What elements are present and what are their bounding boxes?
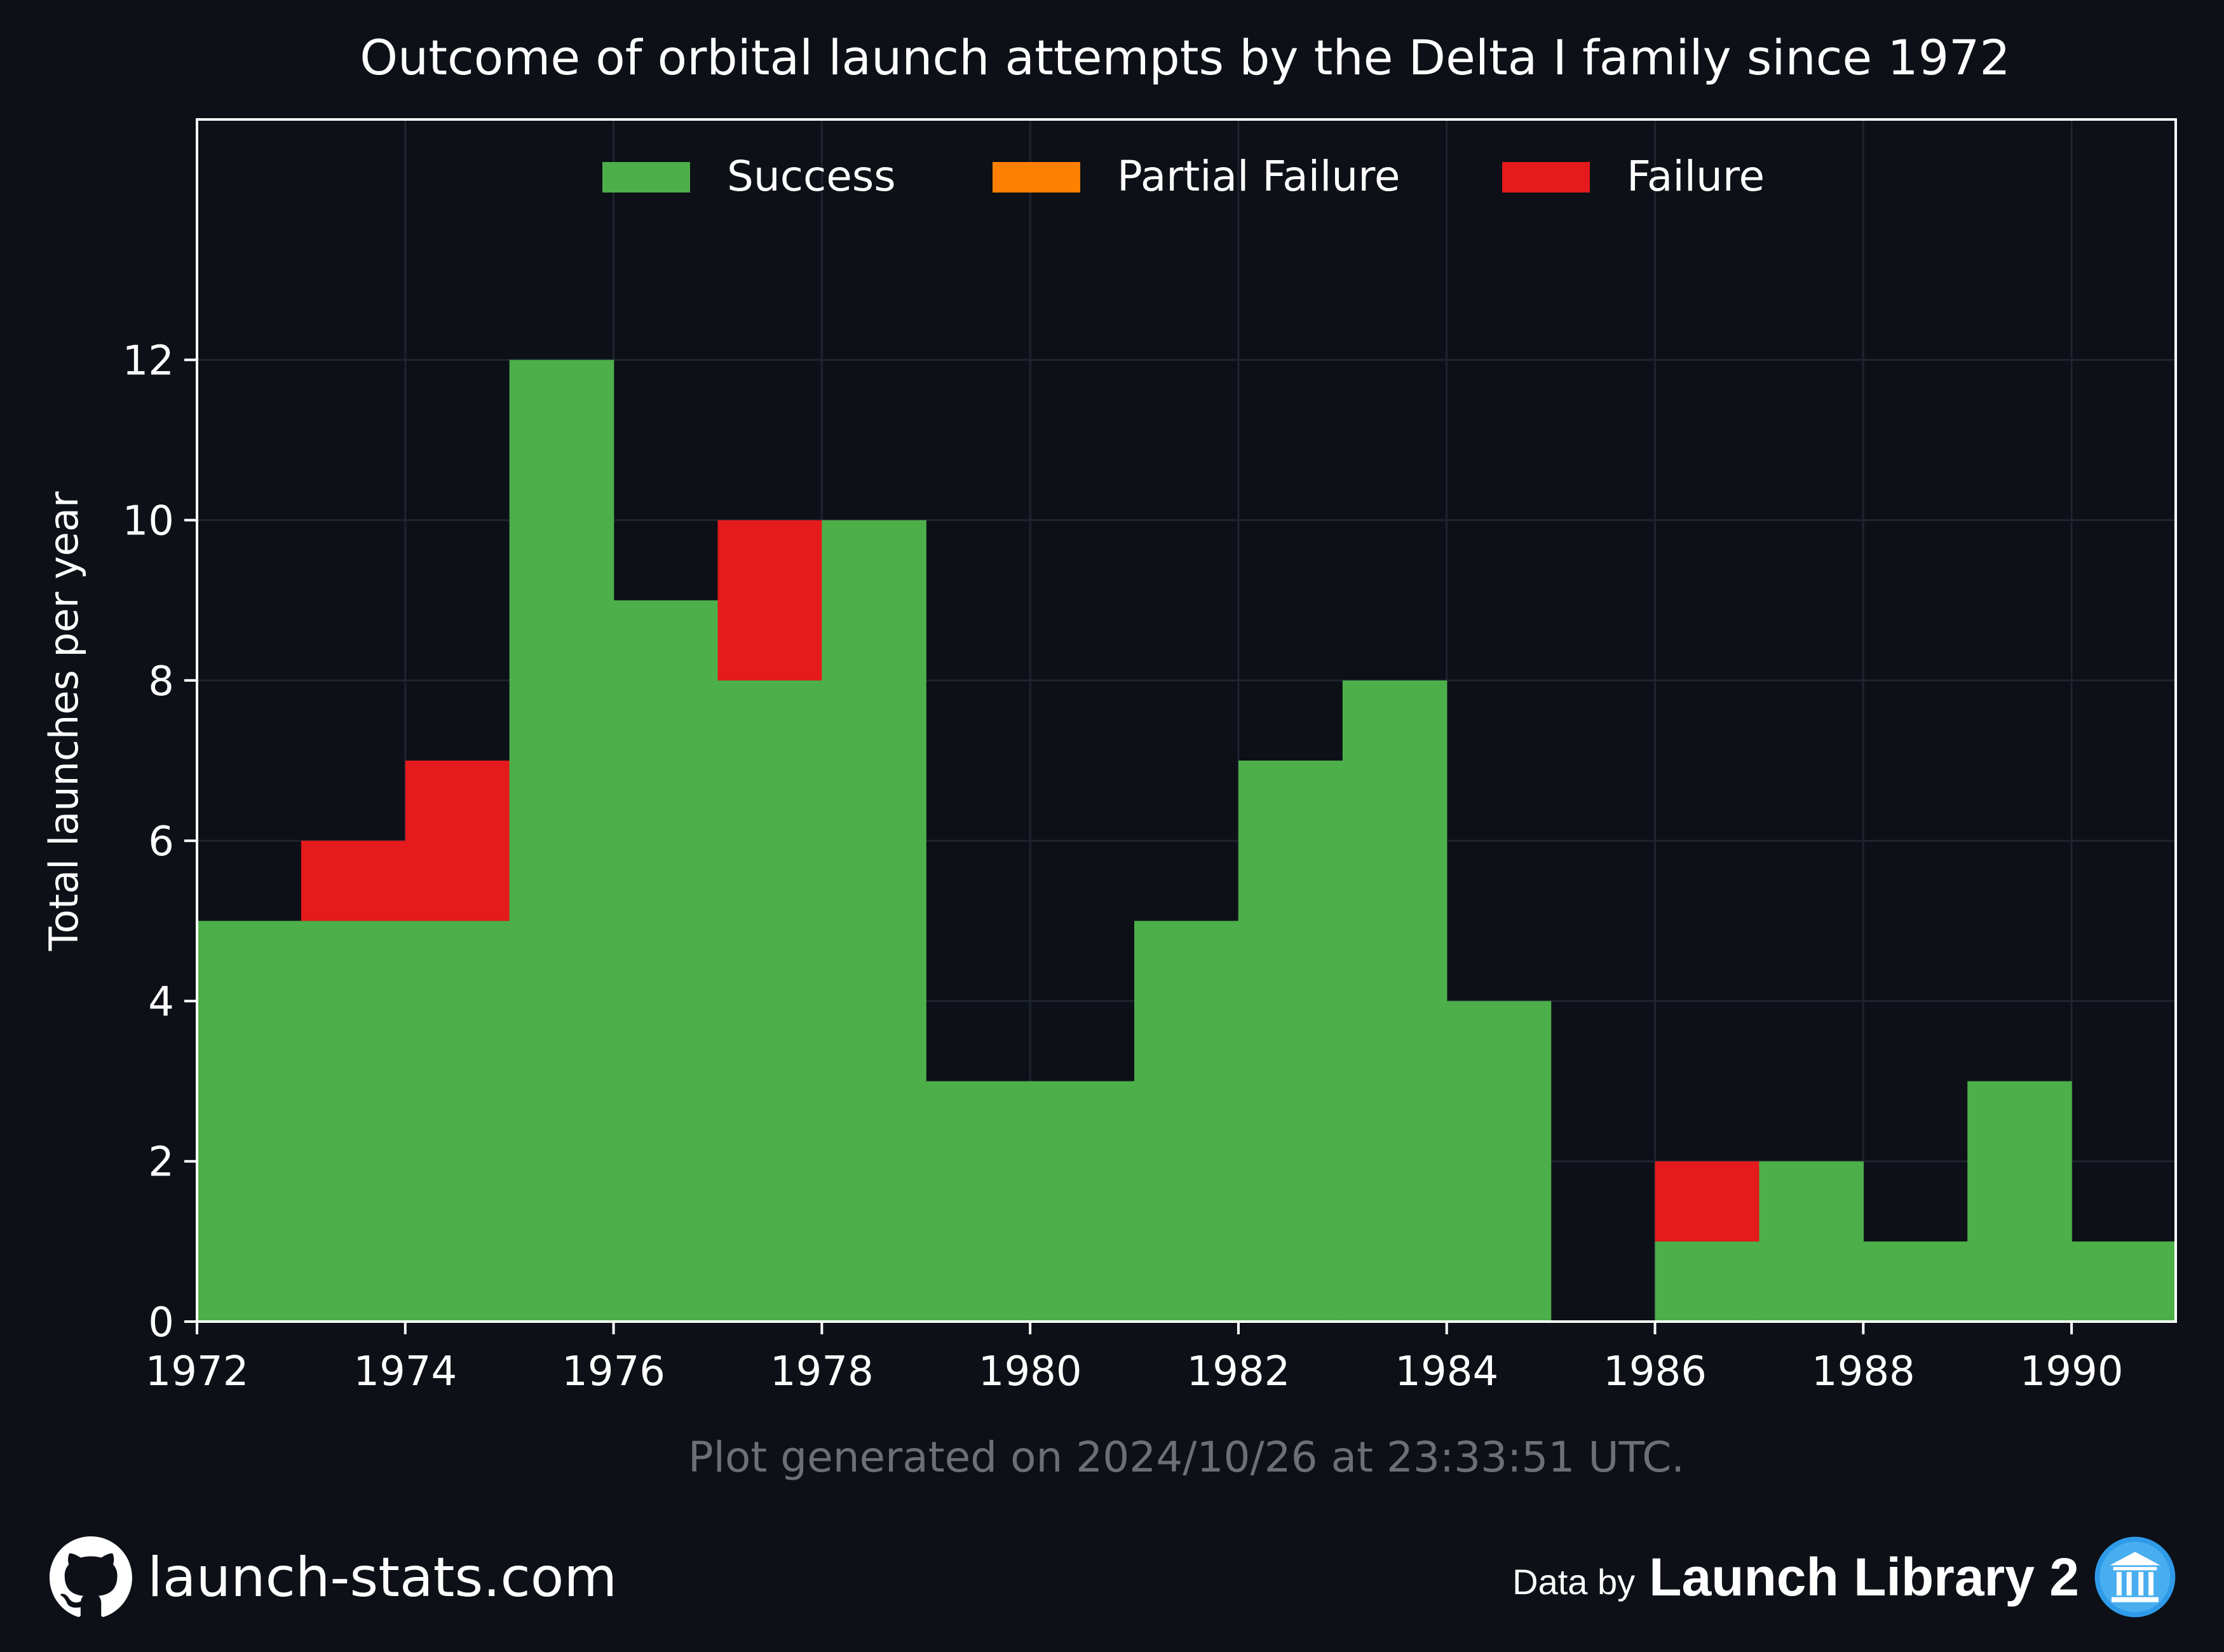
legend-label-success: Success <box>727 152 896 201</box>
legend-label-partial-failure: Partial Failure <box>1117 152 1400 201</box>
bar-success-1987 <box>1759 1161 1864 1322</box>
data-credit: Data by Launch Library 2 <box>1512 1534 2177 1620</box>
bar-success-1974 <box>405 921 510 1322</box>
bar-success-1972 <box>197 921 302 1322</box>
y-tick-label: 8 <box>148 658 174 705</box>
bar-success-1989 <box>1967 1081 2072 1322</box>
bar-success-1976 <box>613 600 719 1322</box>
x-tick-label: 1980 <box>979 1348 1082 1395</box>
bar-success-1980 <box>1030 1081 1135 1322</box>
data-by-label: Data by <box>1512 1561 1636 1602</box>
y-tick-label: 10 <box>123 498 174 545</box>
x-tick-label: 1972 <box>146 1348 249 1395</box>
x-axis: 1972 1974 1976 1978 1980 1982 1984 1986 1988 1990 <box>146 1322 2124 1395</box>
site-credit: launch-stats.com <box>50 1536 617 1619</box>
legend-swatch-success <box>602 162 690 193</box>
y-axis: 0 2 4 6 8 10 12 <box>123 337 197 1346</box>
bar-failure-1973 <box>301 841 406 921</box>
x-tick-label: 1986 <box>1603 1348 1707 1395</box>
bar-success-1977 <box>717 680 822 1322</box>
x-tick-label: 1988 <box>1812 1348 1915 1395</box>
generated-note: Plot generated on 2024/10/26 at 23:33:51… <box>688 1433 1685 1482</box>
source-name[interactable]: Launch Library 2 <box>1649 1547 2079 1607</box>
x-tick-label: 1984 <box>1395 1348 1498 1395</box>
bar-success-1973 <box>301 921 406 1322</box>
y-tick-label: 12 <box>123 337 174 384</box>
plot-frame <box>196 118 2177 1323</box>
bar-success-1988 <box>1863 1241 1968 1322</box>
bar-success-1986 <box>1655 1241 1760 1322</box>
x-tick-label: 1990 <box>2020 1348 2124 1395</box>
chart-title: Outcome of orbital launch attempts by th… <box>360 29 2010 86</box>
y-tick-label: 4 <box>148 978 174 1026</box>
bar-success-1975 <box>509 360 614 1322</box>
bar-success-1979 <box>926 1081 1031 1322</box>
site-link[interactable]: launch-stats.com <box>147 1546 618 1609</box>
x-tick-label: 1978 <box>770 1348 874 1395</box>
y-tick-label: 0 <box>148 1299 174 1346</box>
legend-label-failure: Failure <box>1627 152 1765 201</box>
bar-success-1981 <box>1134 921 1239 1322</box>
bars <box>197 360 2176 1322</box>
bar-success-1990 <box>2071 1241 2176 1322</box>
y-axis-label: Total launches per year <box>41 491 87 951</box>
bar-success-1984 <box>1446 1001 1552 1322</box>
launch-library-icon <box>2094 1536 2176 1618</box>
bar-success-1978 <box>822 520 926 1322</box>
y-tick-label: 2 <box>148 1139 174 1186</box>
legend-swatch-partial-failure <box>993 162 1080 193</box>
bar-failure-1986 <box>1655 1161 1760 1242</box>
x-tick-label: 1982 <box>1187 1348 1291 1395</box>
legend-swatch-failure <box>1502 162 1590 193</box>
legend: Success Partial Failure Failure <box>602 152 1765 201</box>
bar-success-1982 <box>1238 761 1343 1322</box>
x-tick-label: 1974 <box>353 1348 457 1395</box>
y-tick-label: 6 <box>148 818 174 865</box>
bar-success-1983 <box>1342 680 1448 1322</box>
github-icon <box>50 1536 132 1617</box>
bar-failure-1977 <box>717 520 822 680</box>
bar-failure-1974 <box>405 761 510 921</box>
x-tick-label: 1976 <box>562 1348 665 1395</box>
